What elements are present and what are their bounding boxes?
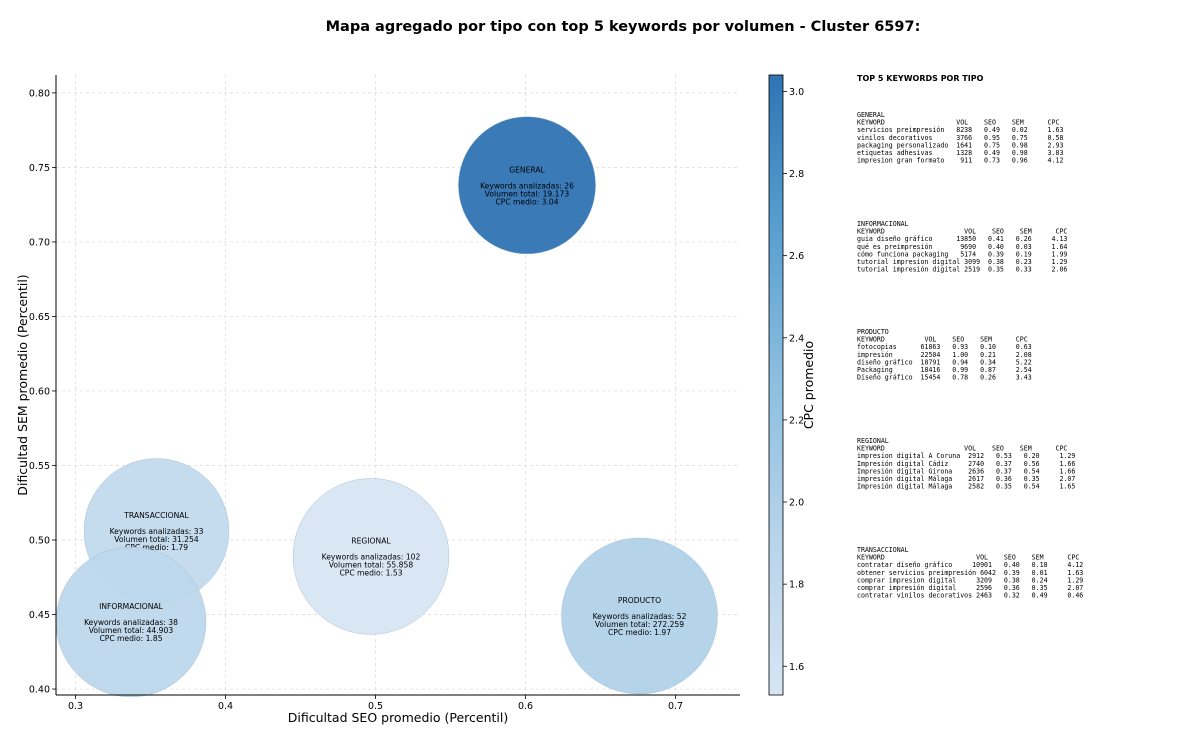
panel-block-heading: INFORMACIONAL — [857, 220, 909, 228]
panel-table-row: obtener servicios preimpresión 6042 0.39… — [857, 569, 1083, 577]
bubble-label: CPC medio: 1.97 — [608, 628, 671, 637]
y-tick-label: 0.75 — [29, 163, 50, 174]
bubble-label: Keywords analizadas: 33 — [110, 527, 204, 536]
bubble-label: Volumen total: 272.259 — [595, 620, 684, 629]
panel-table-row: tutorial impresión digital 2519 0.35 0.3… — [857, 266, 1067, 274]
x-tick-label: 0.7 — [668, 701, 683, 712]
y-tick-label: 0.80 — [29, 88, 50, 99]
panel-table-row: impresión 22504 1.00 0.21 2.08 — [857, 351, 1032, 359]
panel-table-row: impresion digital A Coruna 2912 0.53 0.2… — [857, 452, 1075, 460]
panel-table-row: Packaging 18416 0.99 0.87 2.54 — [857, 366, 1032, 374]
colorbar-tick-label: 2.2 — [789, 415, 804, 426]
panel-table-row: contratar vinilos decorativos 2463 0.32 … — [857, 592, 1083, 600]
panel-table-row: servicios preimpresión 8238 0.49 0.02 1.… — [857, 126, 1063, 134]
bubble-label: CPC medio: 1.53 — [339, 568, 402, 577]
x-tick-label: 0.3 — [68, 701, 83, 712]
y-tick-label: 0.50 — [29, 536, 50, 547]
colorbar-tick-label: 1.8 — [789, 580, 804, 591]
bubble-label: CPC medio: 1.79 — [125, 543, 188, 552]
colorbar-tick-label: 2.4 — [789, 333, 804, 344]
panel-table-header: KEYWORD VOL SEO SEM CPC — [857, 554, 1079, 562]
bubble-label: Keywords analizadas: 38 — [84, 618, 178, 627]
panel-block-heading: REGIONAL — [857, 437, 889, 445]
panel-table-header: KEYWORD VOL SEO SEM CPC — [857, 119, 1059, 127]
y-tick-label: 0.70 — [29, 237, 50, 248]
colorbar-tick-label: 1.6 — [789, 662, 804, 673]
panel-table-row: Impresión digital Málaga 2582 0.35 0.54 … — [857, 483, 1075, 491]
bubble-label: REGIONAL — [351, 536, 391, 545]
panel-table-row: comprar impresion digital 3209 0.38 0.24… — [857, 576, 1083, 584]
y-tick-label: 0.45 — [29, 610, 50, 621]
panel-table-row: vinilos decorativos 3766 0.95 0.75 0.58 — [857, 134, 1063, 142]
colorbar-tick-label: 3.0 — [789, 87, 804, 98]
y-tick-label: 0.55 — [29, 461, 50, 472]
bubble-label: Volumen total: 31.254 — [114, 535, 199, 544]
panel-table-row: cómo funciona packaging 5174 0.39 0.19 1… — [857, 250, 1067, 258]
colorbar-tick-label: 2.0 — [789, 498, 804, 509]
y-axis-label: Dificultad SEM promedio (Percentil) — [15, 274, 30, 495]
bubble-label: Volumen total: 19.173 — [485, 189, 570, 198]
bubble-producto — [561, 537, 718, 695]
bubble-label: TRANSACCIONAL — [123, 511, 189, 520]
bubble-regional — [292, 478, 450, 635]
panel-table-row: packaging personalizado 1641 0.75 0.98 2… — [857, 141, 1063, 149]
bubble-label: Keywords analizadas: 52 — [593, 612, 687, 621]
y-tick-label: 0.40 — [29, 685, 50, 696]
panel-block-heading: TRANSACCIONAL — [857, 546, 909, 554]
panel-block-heading: GENERAL — [857, 111, 885, 119]
colorbar-tick-label: 2.6 — [789, 251, 804, 262]
bubble-label: INFORMACIONAL — [99, 602, 164, 611]
bubble-label: GENERAL — [509, 165, 545, 174]
panel-table-header: KEYWORD VOL SEO SEM CPC — [857, 336, 1028, 344]
colorbar: 1.6 1.8 2.0 2.2 2.4 2.6 2.8 3.0 — [768, 74, 804, 696]
bubble-label: Volumen total: 44.903 — [89, 626, 174, 635]
bubble-label: Keywords analizadas: 102 — [322, 552, 421, 561]
axes: 0.3 0.4 0.5 0.6 0.7 0.40 0.45 0.50 0.55 0.60 0.65 0… — [29, 75, 740, 712]
colorbar-label: CPC promedio — [801, 341, 816, 429]
panel-table-row: guia diseño gráfico 13850 0.41 0.26 4.13 — [857, 235, 1067, 243]
side-panel-title: TOP 5 KEYWORDS POR TIPO — [857, 74, 984, 83]
bubble-label: CPC medio: 1.85 — [99, 634, 162, 643]
panel-table-header: KEYWORD VOL SEO SEM CPC — [857, 445, 1067, 453]
panel-table-row: contratar diseño gráfico 10901 0.40 0.18… — [857, 561, 1083, 569]
panel-table-row: Impresión digital Cádiz 2740 0.37 0.56 1… — [857, 460, 1075, 468]
panel-table-row: diseño gráfico 18791 0.94 0.34 5.22 — [857, 358, 1032, 366]
bubble-label: CPC medio: 3.04 — [495, 197, 558, 206]
panel-table-row: impresion gran formato 911 0.73 0.96 4.1… — [857, 157, 1063, 165]
bubble-label: PRODUCTO — [618, 596, 661, 605]
colorbar-gradient — [768, 74, 784, 696]
x-axis-label: Dificultad SEO promedio (Percentil) — [288, 710, 508, 725]
bubble-label: Keywords analizadas: 26 — [480, 181, 574, 190]
panel-table-row: etiquetas adhesivas 1328 0.49 0.98 3.83 — [857, 149, 1063, 157]
y-tick-label: 0.65 — [29, 312, 50, 323]
panel-table-row: comprar impresión digital 2596 0.36 0.35… — [857, 584, 1083, 592]
panel-table-row: qué es preimpresión 9690 0.40 0.03 1.64 — [857, 243, 1067, 251]
panel-block-heading: PRODUCTO — [857, 328, 889, 336]
panel-table-row: tutorial impresion digital 3099 0.38 0.2… — [857, 258, 1067, 266]
panel-table-header: KEYWORD VOL SEO SEM CPC — [857, 228, 1067, 236]
panel-table-row: impresión digital Málaga 2617 0.36 0.35 … — [857, 475, 1075, 483]
x-tick-label: 0.6 — [518, 701, 533, 712]
x-tick-label: 0.5 — [368, 701, 383, 712]
panel-table-row: Diseño gráfico 15454 0.78 0.26 3.43 — [857, 374, 1032, 382]
y-tick-label: 0.60 — [29, 386, 50, 397]
chart-title: Mapa agregado por tipo con top 5 keyword… — [326, 19, 921, 35]
panel-table-row: fotocopias 61863 0.93 0.10 0.63 — [857, 343, 1032, 351]
colorbar-tick-label: 2.8 — [789, 169, 804, 180]
bubble-label: Volumen total: 55.858 — [329, 560, 414, 569]
x-tick-label: 0.4 — [218, 701, 233, 712]
panel-table-row: Impresión digital Girona 2636 0.37 0.54 … — [857, 467, 1075, 475]
bubble-general — [458, 116, 596, 255]
